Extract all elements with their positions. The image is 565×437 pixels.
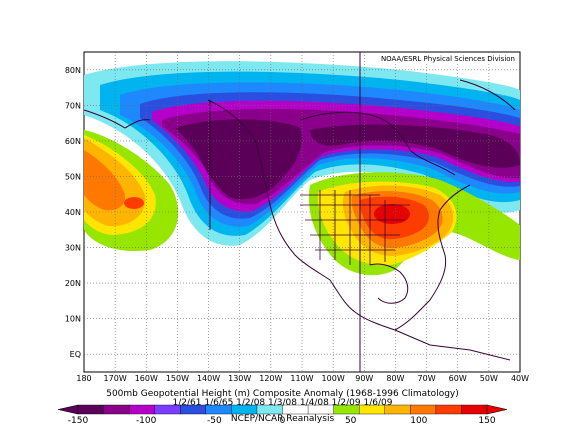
gulf-coast — [369, 263, 409, 304]
colorbar-ticks: -150 -100 -50 0 50 100 150 — [68, 416, 496, 426]
pos-contour-pacific-red — [124, 197, 144, 209]
colorbar — [57, 404, 508, 415]
longitude-label: 50W — [480, 374, 498, 383]
longitude-label: 140W — [197, 374, 220, 383]
latitude-label: 10N — [65, 315, 81, 324]
coastlines — [83, 52, 516, 372]
east-coast — [394, 184, 471, 331]
longitude-label: 60W — [449, 374, 467, 383]
map-source: NCEP/NCAR Reanalysis — [230, 414, 335, 424]
longitude-label: 70W — [418, 374, 436, 383]
longitude-label: 100W — [322, 374, 345, 383]
colorbar-tick-label: 0 — [280, 416, 286, 426]
longitude-label: 40W — [511, 374, 529, 383]
longitude-label: 110W — [290, 374, 313, 383]
latitude-label: 40N — [65, 208, 81, 217]
pos-core-east — [374, 204, 410, 224]
latitude-label: 30N — [65, 244, 81, 253]
pos-contour-pacific-darkorange — [84, 150, 126, 211]
colorbar-tick-label: 150 — [478, 416, 495, 426]
anomaly-shading — [84, 61, 520, 276]
longitude-label: 150W — [166, 374, 189, 383]
state-lines-v — [319, 190, 386, 265]
hudson-region — [299, 111, 456, 176]
latitude-label: 50N — [65, 172, 81, 181]
latitude-label: 20N — [65, 279, 81, 288]
colorbar-tick-label: 100 — [410, 416, 427, 426]
latitude-label: 80N — [65, 66, 81, 75]
longitude-labels: 180 170W 160W 150W 140W 130W 120W 110W 100W 90W 80… — [76, 374, 529, 383]
latitude-label: 70N — [65, 101, 81, 110]
map-dates: 1/2/61 1/6/65 1/2/08 1/3/08 1/4/08 1/2/0… — [172, 398, 393, 408]
neg-core-west — [175, 119, 302, 200]
graticule — [84, 52, 520, 372]
west-coast — [207, 99, 396, 331]
latitude-labels: 80N 70N 60N 50N 40N 30N 20N 10N EQ — [65, 66, 81, 359]
longitude-label: 160W — [135, 374, 158, 383]
state-lines-h — [300, 194, 410, 251]
latitude-label: EQ — [70, 350, 81, 359]
colorbar-tick-label: -50 — [207, 416, 222, 426]
colorbar-tick-label: 50 — [345, 416, 357, 426]
credit-label: NOAA/ESRL Physical Sciences Division — [378, 55, 517, 63]
longitude-label: 130W — [228, 374, 251, 383]
alaska-coast — [83, 109, 151, 129]
south-america-coast — [394, 329, 511, 361]
latitude-label: 60N — [65, 137, 81, 146]
longitude-label: 120W — [259, 374, 282, 383]
colorbar-tick-label: -100 — [136, 416, 157, 426]
longitude-label: 180 — [76, 374, 91, 383]
colorbar-tick-label: -150 — [68, 416, 89, 426]
neg-core-east — [310, 124, 520, 168]
longitude-label: 90W — [355, 374, 373, 383]
map-title: 500mb Geopotential Height (m) Composite … — [106, 389, 459, 399]
state-boundaries — [300, 190, 410, 265]
colorbar-arrow-right — [486, 404, 508, 415]
longitude-label: 80W — [386, 374, 404, 383]
longitude-label: 170W — [104, 374, 127, 383]
greenland-coast — [459, 79, 516, 111]
